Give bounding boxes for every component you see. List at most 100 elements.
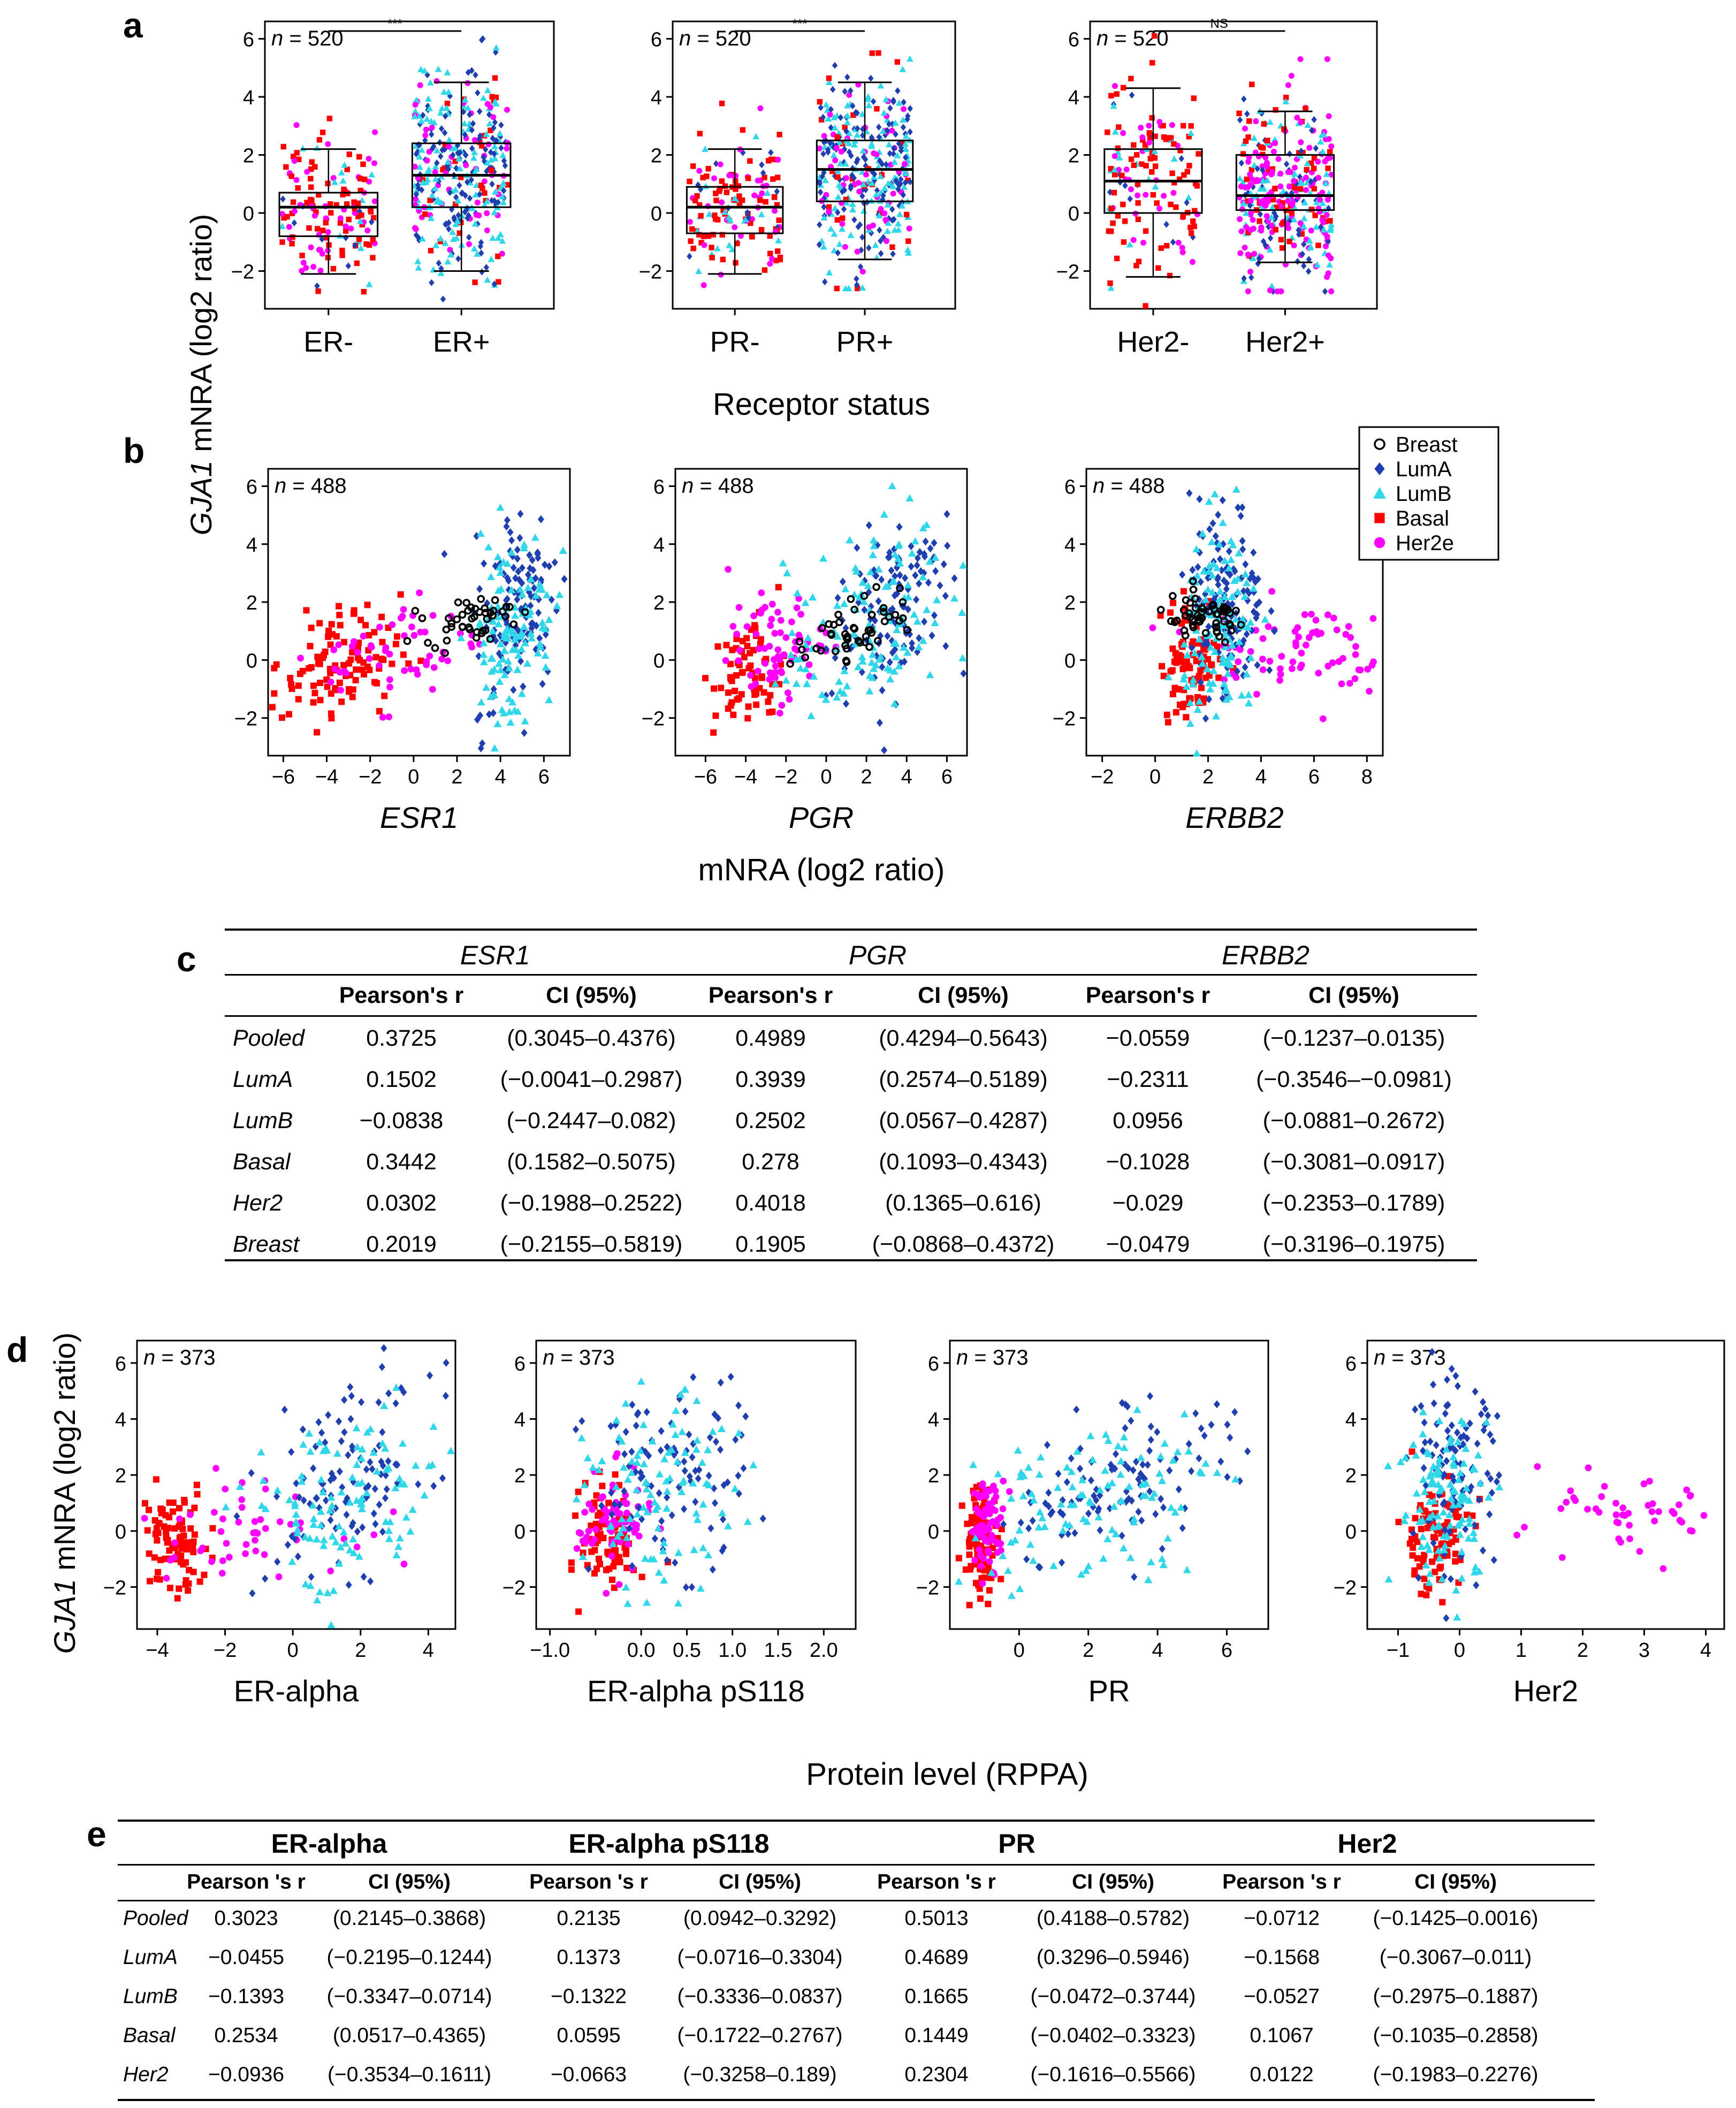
basal-point — [316, 680, 323, 687]
y-tick-label: 2 — [1345, 1465, 1357, 1487]
basal-point — [339, 247, 345, 254]
luma-point — [1000, 1520, 1007, 1528]
basal-point — [1418, 1590, 1425, 1597]
luma-point — [427, 1371, 433, 1380]
basal-point — [279, 239, 285, 245]
lumb-point — [1328, 221, 1335, 227]
box-body — [1235, 154, 1335, 211]
her2e-point — [1521, 1524, 1528, 1531]
table-group-header: ER-alpha pS118 — [568, 1829, 770, 1859]
luma-point — [1241, 95, 1247, 103]
luma-point — [1184, 199, 1190, 207]
table-cell: −0.1322 — [550, 1985, 627, 2008]
x-axis-gene-label: Her2 — [1513, 1674, 1578, 1708]
lumb-point — [494, 620, 503, 628]
lumb-point — [493, 720, 502, 727]
table-cell: (−0.3196–0.1975) — [1262, 1231, 1445, 1257]
y-tick-label: 4 — [243, 87, 254, 109]
luma-point — [429, 131, 435, 138]
lumb-point — [702, 182, 710, 189]
basal-point — [428, 248, 434, 254]
lumb-point — [1174, 1448, 1182, 1455]
her2e-point — [743, 623, 751, 630]
lumb-point — [1419, 1475, 1428, 1483]
lumb-point — [860, 181, 867, 187]
x-axis-title-b: mNRA (log2 ratio) — [698, 853, 945, 887]
plot-frame — [674, 468, 968, 757]
lumb-point — [1180, 1410, 1189, 1418]
her2e-point — [1139, 134, 1146, 141]
table-cell: 0.4689 — [904, 1946, 969, 1969]
basal-point — [1120, 201, 1126, 208]
luma-point — [1271, 627, 1278, 635]
luma-point — [369, 218, 375, 226]
basal-point — [1160, 673, 1167, 680]
luma-point — [1480, 1398, 1487, 1406]
luma-point — [664, 1493, 671, 1502]
her2e-point — [379, 714, 386, 721]
basal-point — [826, 75, 832, 81]
breast-point — [431, 644, 439, 652]
luma-point — [713, 160, 719, 168]
lumb-point — [699, 1543, 707, 1551]
basal-point — [588, 1522, 595, 1529]
luma-point — [1208, 1420, 1215, 1429]
basal-point — [323, 219, 329, 226]
luma-point — [470, 120, 476, 127]
her2e-point — [1291, 242, 1297, 249]
lumb-point — [810, 672, 818, 680]
lumb-point — [399, 1439, 407, 1447]
lumb-point — [1429, 1523, 1437, 1531]
her2e-point — [389, 621, 396, 628]
lumb-point — [844, 102, 851, 109]
lumb-point — [866, 568, 875, 575]
luma-point — [378, 1363, 385, 1371]
basal-point — [489, 167, 494, 173]
luma-point — [732, 1435, 739, 1444]
lumb-point — [1110, 1502, 1118, 1510]
luma-point — [892, 572, 899, 581]
lumb-point — [840, 599, 849, 607]
basal-point — [1189, 230, 1194, 236]
basal-point — [1421, 1576, 1428, 1582]
table-row-label: Basal — [233, 1149, 291, 1175]
lumb-point — [499, 237, 506, 244]
luma-point — [692, 1497, 699, 1506]
basal-point — [1192, 208, 1198, 214]
basal-point — [349, 694, 356, 701]
lumb-point — [1464, 1534, 1473, 1542]
basal-point — [189, 1544, 196, 1551]
her2e-point — [1247, 648, 1254, 655]
basal-point — [869, 50, 875, 56]
basal-point — [690, 163, 696, 169]
her2e-point — [386, 650, 393, 658]
lumb-point — [1320, 226, 1328, 233]
lumb-point — [1219, 653, 1227, 661]
basal-point — [622, 1550, 629, 1557]
lumb-point — [488, 156, 495, 163]
luma-point — [513, 623, 520, 632]
her2e-point — [286, 224, 292, 230]
lumb-point — [505, 695, 513, 703]
basal-point — [1176, 176, 1183, 182]
panel-label-a: a — [123, 5, 143, 45]
her2e-point — [1253, 690, 1260, 698]
her2e-point — [1268, 171, 1275, 178]
x-tick-label: 4 — [1255, 766, 1267, 788]
lumb-point — [531, 533, 539, 541]
her2e-point — [238, 1496, 246, 1503]
lumb-point — [1078, 1475, 1087, 1483]
lumb-point — [877, 652, 885, 660]
luma-point — [841, 146, 848, 153]
x-tick-label: 2 — [451, 766, 462, 788]
luma-point — [1138, 1516, 1145, 1525]
her2e-point — [772, 662, 779, 669]
luma-point — [379, 1428, 386, 1436]
luma-point — [875, 597, 882, 605]
basal-point — [738, 669, 745, 676]
lumb-point — [433, 198, 441, 205]
basal-point — [1283, 94, 1289, 101]
luma-point — [476, 584, 483, 593]
